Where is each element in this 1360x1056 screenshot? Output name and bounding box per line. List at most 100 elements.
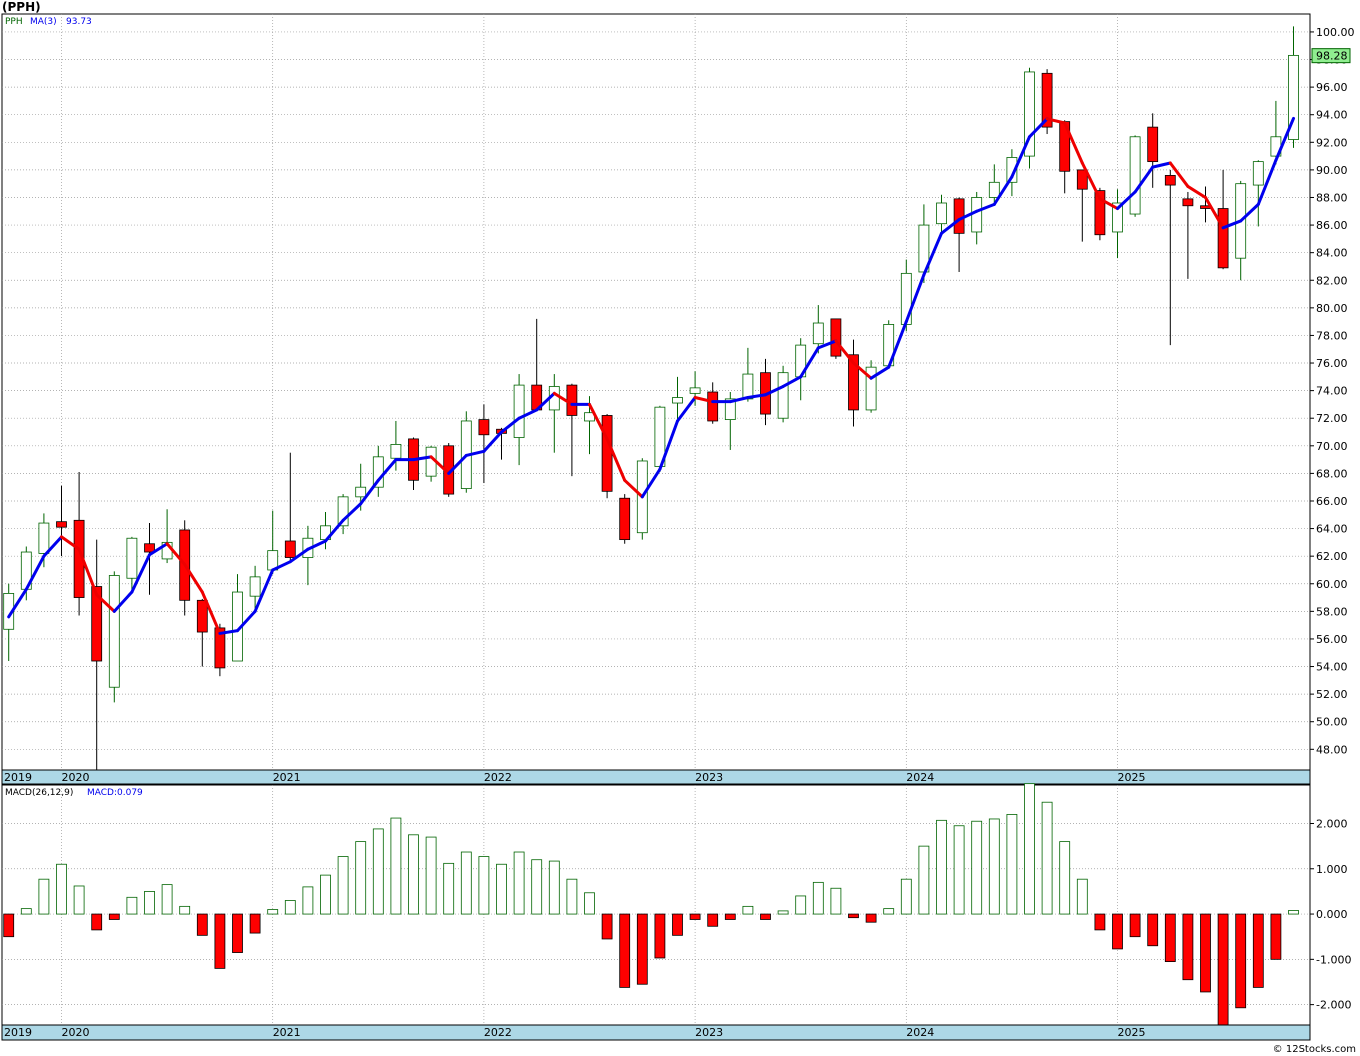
macd-bar-positive: [1059, 841, 1071, 915]
candle-down: [566, 384, 578, 416]
candle-up: [1112, 202, 1123, 233]
macd-legend-value: MACD:0.079: [87, 788, 143, 798]
macd-bar-negative: [848, 913, 859, 919]
price-y-tick-label: 56.00: [1316, 633, 1348, 646]
price-y-tick-label: 84.00: [1316, 247, 1348, 260]
macd-bar-positive: [267, 909, 279, 915]
price-x-tick-label: 2024: [906, 771, 934, 784]
macd-bar-positive: [425, 836, 437, 915]
macd-bar-positive: [1041, 801, 1053, 915]
macd-y-tick-label: 2.000: [1316, 817, 1348, 830]
ma-segment: [359, 478, 380, 506]
ma-segment: [834, 339, 855, 365]
macd-bar-negative: [601, 913, 613, 940]
macd-date-band: [1, 1024, 1311, 1041]
ma-segment: [1028, 117, 1049, 139]
ma-segment: [1221, 219, 1243, 230]
ma-segment: [288, 547, 310, 564]
price-grid: [2, 14, 1310, 770]
macd-bar-positive: [390, 817, 402, 915]
ma-segment: [1204, 195, 1225, 230]
ma-segment: [992, 175, 1014, 206]
macd-bar-positive: [1076, 878, 1088, 915]
macd-bar-negative: [214, 913, 226, 969]
macd-bar-negative: [724, 913, 736, 920]
macd-x-tick-label: 2020: [62, 1026, 90, 1039]
macd-y-tick-label: -1.000: [1316, 953, 1351, 966]
moving-average-line: [7, 116, 1295, 635]
macd-bar-positive: [408, 834, 419, 915]
macd-bar-negative: [108, 913, 120, 920]
ma-segment: [764, 384, 785, 397]
chart-symbol-label: (PPH): [2, 0, 41, 14]
ma-segment: [887, 320, 908, 369]
ma-segment: [7, 587, 28, 619]
price-y-tick-label: 52.00: [1316, 688, 1348, 701]
price-x-tick-label: 2019: [4, 771, 32, 784]
ma-segment: [482, 430, 503, 453]
macd-bar-negative: [1129, 913, 1141, 938]
macd-x-tick-label: 2021: [273, 1026, 301, 1039]
price-y-tick-label: 60.00: [1316, 578, 1348, 591]
ma-segment: [324, 518, 345, 543]
candle-up: [249, 576, 261, 597]
macd-bar-positive: [56, 863, 67, 915]
ma-segment: [975, 202, 996, 213]
candle-down: [1076, 169, 1088, 190]
candle-down: [214, 627, 226, 669]
macd-bar-positive: [531, 859, 543, 915]
macd-bar-positive: [795, 895, 807, 915]
ma-segment: [200, 590, 222, 635]
candle-up: [1006, 157, 1018, 183]
candle-down: [1217, 208, 1229, 269]
price-y-tick-label: 74.00: [1316, 385, 1348, 398]
ma-segment: [429, 455, 451, 475]
ma-segment: [306, 539, 327, 551]
candle-up: [372, 456, 384, 488]
candle-up: [971, 197, 983, 233]
ma-segment: [799, 346, 820, 379]
macd-bar-negative: [1112, 913, 1123, 950]
macd-bar-positive: [38, 878, 50, 915]
ma-segment: [1010, 135, 1031, 179]
ma-segment: [869, 365, 891, 380]
macd-bar-positive: [584, 892, 595, 915]
candle-up: [355, 486, 367, 498]
ma-segment: [253, 568, 275, 613]
ma-segment: [165, 542, 187, 566]
price-y-tick-label: 90.00: [1316, 164, 1348, 177]
macd-bar-negative: [232, 913, 243, 953]
ma-segment: [112, 590, 134, 613]
macd-bar-negative: [91, 913, 103, 931]
macd-bar-negative: [654, 913, 666, 959]
ma-segment: [693, 396, 715, 404]
macd-x-tick-label: 2025: [1118, 1026, 1146, 1039]
macd-bar-negative: [196, 913, 208, 936]
macd-bar-positive: [812, 881, 824, 915]
ma-segment: [1256, 158, 1278, 206]
candle-down: [1094, 190, 1106, 236]
last-price-label: 98.28: [1316, 50, 1348, 63]
ma-segment: [1151, 161, 1172, 169]
macd-bar-negative: [760, 913, 771, 920]
macd-bar-negative: [1252, 913, 1264, 988]
ma-segment: [940, 218, 961, 235]
macd-x-tick-label: 2019: [4, 1026, 32, 1039]
candle-up: [724, 398, 736, 420]
candle-up: [390, 444, 402, 459]
price-x-axis: 2019 2020 2021 2022 2023 2024 2025: [4, 771, 1146, 784]
ma-segment: [1168, 161, 1190, 188]
candle-up: [812, 322, 824, 345]
ma-segment: [183, 562, 204, 594]
ma-segment: [412, 455, 433, 462]
macd-bar-positive: [988, 818, 1000, 915]
ma-segment: [1080, 161, 1102, 201]
candle-down: [619, 497, 631, 541]
candle-down: [1041, 72, 1053, 128]
price-y-tick-label: 88.00: [1316, 191, 1348, 204]
macd-bar-positive: [355, 841, 367, 915]
macd-bar-positive: [971, 820, 983, 915]
macd-bar-negative: [672, 913, 683, 936]
candle-up: [1252, 161, 1264, 186]
